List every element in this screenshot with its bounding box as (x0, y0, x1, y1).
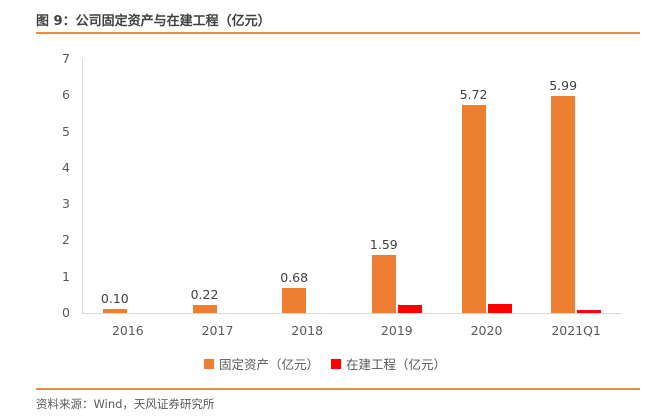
accent-divider-bottom (36, 388, 640, 390)
source-note: 资料来源：Wind，天风证券研究所 (36, 397, 215, 411)
data-label: 5.99 (549, 77, 578, 93)
chart-legend: 固定资产（亿元） 在建工程（亿元） (30, 354, 620, 373)
bar-fixed-assets (371, 255, 396, 313)
bar-fixed-assets (282, 288, 307, 313)
bar-construction-in-progress (577, 310, 602, 313)
x-axis-label: 2021Q1 (551, 323, 601, 338)
y-axis-label: 0 (62, 305, 70, 320)
y-axis-label: 5 (62, 123, 70, 139)
legend-item-fixed-assets: 固定资产（亿元） (203, 354, 319, 373)
x-axis-label: 2020 (470, 323, 503, 338)
bar-fixed-assets (192, 305, 217, 313)
y-axis-label: 2 (62, 232, 70, 248)
y-axis-label: 1 (62, 268, 70, 284)
bar-fixed-assets (551, 95, 576, 313)
legend-swatch-fixed-assets-icon (203, 358, 214, 369)
legend-swatch-construction-icon (331, 358, 341, 369)
data-label: 1.59 (369, 237, 398, 253)
x-axis-label: 2016 (111, 323, 144, 338)
x-axis-label: 2018 (291, 323, 324, 338)
bar-fixed-assets (461, 105, 486, 313)
data-label: 0.10 (100, 291, 129, 307)
legend-item-construction-in-progress: 在建工程（亿元） (331, 354, 446, 373)
accent-divider-top (36, 32, 640, 34)
legend-label-construction: 在建工程（亿元） (346, 357, 447, 372)
y-axis-label: 7 (62, 51, 70, 66)
x-axis-label: 2017 (201, 323, 234, 338)
data-label: 5.72 (459, 87, 488, 103)
bar-construction-in-progress (397, 305, 422, 313)
y-axis-labels: 0 1 2 3 4 5 6 7 (30, 51, 70, 320)
y-axis-label: 6 (62, 87, 70, 103)
y-axis-label: 3 (62, 196, 70, 212)
data-label: 0.22 (190, 287, 219, 303)
plot-area: 0.10 2016 0.22 2017 0.68 2018 1.59 2019 5.72 2020… (82, 59, 621, 338)
y-axis-label: 4 (62, 159, 70, 175)
figure-title: 图 9：公司固定资产与在建工程（亿元） (36, 14, 271, 29)
legend-label-fixed-assets: 固定资产（亿元） (218, 357, 319, 372)
data-label: 0.68 (280, 270, 309, 286)
bar-fixed-assets (102, 309, 127, 313)
bar-construction-in-progress (487, 303, 512, 313)
x-axis-label: 2019 (380, 323, 413, 338)
